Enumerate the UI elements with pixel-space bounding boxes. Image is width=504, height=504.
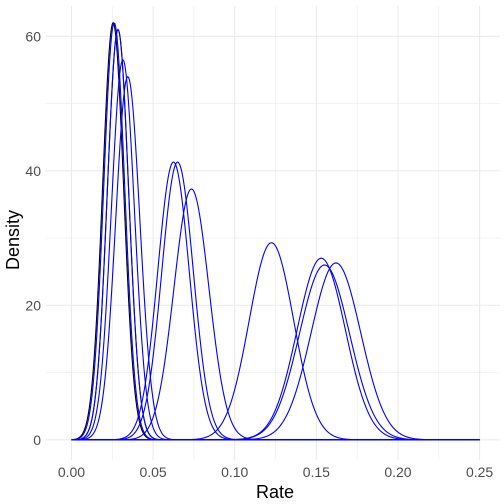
x-axis-title: Rate [256, 482, 294, 502]
series-layer [71, 21, 480, 441]
x-axis-ticks: 0.00 0.05 0.10 0.15 0.20 0.25 [58, 464, 494, 480]
x-tick-label: 0.20 [384, 464, 411, 480]
density-curve-blue [71, 262, 480, 441]
x-tick-label: 0.25 [466, 464, 493, 480]
x-tick-label: 0.10 [221, 464, 248, 480]
y-axis-ticks: 0 20 40 60 [25, 28, 41, 448]
grid-layer [46, 6, 500, 460]
y-tick-label: 0 [33, 432, 41, 448]
y-tick-label: 40 [25, 163, 41, 179]
x-tick-label: 0.05 [139, 464, 166, 480]
y-tick-label: 60 [25, 28, 41, 44]
y-tick-label: 20 [25, 297, 41, 313]
y-axis-title: Density [3, 210, 23, 270]
x-tick-label: 0.15 [303, 464, 330, 480]
x-tick-label: 0.00 [58, 464, 85, 480]
